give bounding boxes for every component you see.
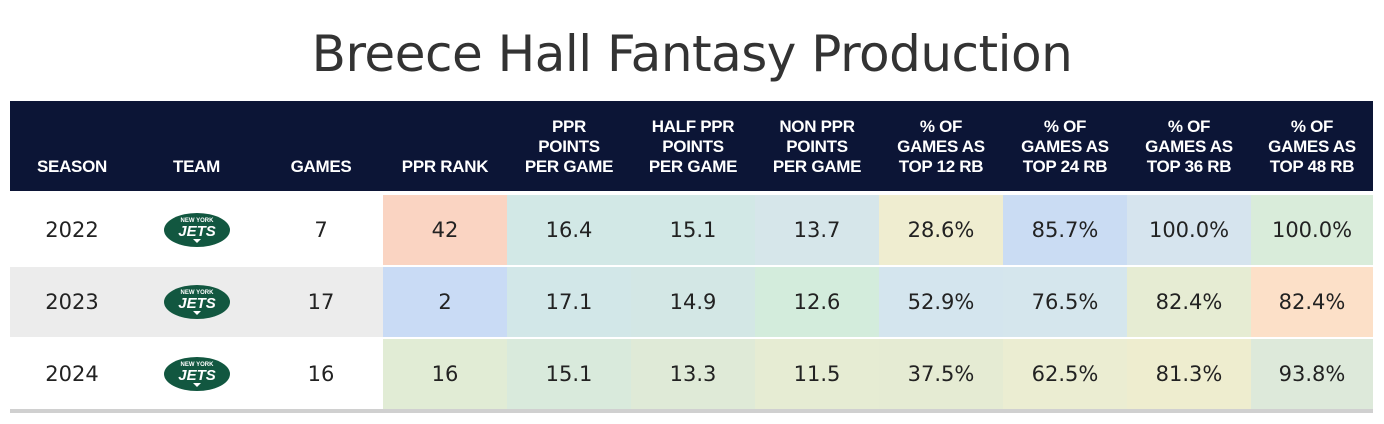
header-label-line: POINTS bbox=[662, 137, 724, 156]
cell-top12: 28.6% bbox=[879, 193, 1003, 266]
cell-half: 14.9 bbox=[631, 266, 755, 338]
logo-line-2: JETS bbox=[178, 223, 216, 240]
header-label-line: % OF bbox=[1290, 117, 1334, 136]
cell-top48: 93.8% bbox=[1251, 338, 1373, 411]
cell-non: 11.5 bbox=[755, 338, 879, 411]
header-half-ppr-points-per-game: HALF PPR POINTS PER GAME bbox=[631, 101, 755, 193]
cell-top48: 82.4% bbox=[1251, 266, 1373, 338]
logo-line-1: NEW YORK bbox=[180, 290, 214, 296]
logo-line-1: NEW YORK bbox=[180, 362, 214, 368]
header-label-line: PER GAME bbox=[772, 157, 862, 176]
header-pct-top-36-rb: % OF GAMES AS TOP 36 RB bbox=[1127, 101, 1251, 193]
cell-top12: 37.5% bbox=[879, 338, 1003, 411]
header-label-line: TEAM bbox=[173, 157, 220, 176]
cell-half: 15.1 bbox=[631, 193, 755, 266]
fantasy-production-table: SEASON TEAM GAMES PPR RANK PPR POINTS PER GAME… bbox=[10, 101, 1373, 413]
cell-top48: 100.0% bbox=[1251, 193, 1373, 266]
table-row: 2023 NEW YORK JETS 17 2 17.1 14.9 12.6 52.9% 76.5… bbox=[10, 266, 1373, 338]
header-label-line: GAMES bbox=[290, 157, 352, 176]
cell-team: NEW YORK JETS bbox=[134, 338, 259, 411]
header-games: GAMES bbox=[259, 101, 383, 193]
cell-games: 17 bbox=[259, 266, 383, 338]
cell-ppr-rank: 16 bbox=[383, 338, 507, 411]
cell-top12: 52.9% bbox=[879, 266, 1003, 338]
header-pct-top-12-rb: % OF GAMES AS TOP 12 RB bbox=[879, 101, 1003, 193]
logo-line-2: JETS bbox=[178, 367, 216, 384]
header-label-line: PER GAME bbox=[648, 157, 738, 176]
cell-ppr: 16.4 bbox=[507, 193, 631, 266]
cell-ppr-rank: 2 bbox=[383, 266, 507, 338]
header-pct-top-48-rb: % OF GAMES AS TOP 48 RB bbox=[1251, 101, 1373, 193]
header-label-line: GAMES AS bbox=[1021, 137, 1109, 156]
table-row: 2024 NEW YORK JETS 16 16 15.1 13.3 11.5 37.5% 62.… bbox=[10, 338, 1373, 411]
table-body: 2022 NEW YORK JETS 7 42 16.4 15.1 13.7 28.6% 85.7… bbox=[10, 193, 1373, 411]
cell-top36: 100.0% bbox=[1127, 193, 1251, 266]
logo-line-2: JETS bbox=[178, 295, 216, 312]
header-label-line: GAMES AS bbox=[1145, 137, 1233, 156]
header-label-line: POINTS bbox=[786, 137, 848, 156]
cell-games: 16 bbox=[307, 362, 335, 386]
header-ppr-points-per-game: PPR POINTS PER GAME bbox=[507, 101, 631, 193]
header-label-line: NON PPR bbox=[779, 117, 855, 136]
header-label-line: % OF bbox=[919, 117, 963, 136]
cell-ppr: 17.1 bbox=[507, 266, 631, 338]
cell-team: NEW YORK JETS bbox=[134, 266, 259, 338]
logo-line-1: NEW YORK bbox=[180, 218, 214, 224]
header-label-line: HALF PPR bbox=[651, 117, 735, 136]
header-label-line: SEASON bbox=[37, 157, 107, 176]
cell-top24: 76.5% bbox=[1003, 266, 1127, 338]
cell-top24: 85.7% bbox=[1003, 193, 1127, 266]
cell-season: 2024 bbox=[45, 362, 99, 386]
cell-ppr-rank: 42 bbox=[383, 193, 507, 266]
cell-games: 7 bbox=[314, 218, 328, 242]
table-row: 2022 NEW YORK JETS 7 42 16.4 15.1 13.7 28.6% 85.7… bbox=[10, 193, 1373, 266]
header-ppr-rank: PPR RANK bbox=[383, 101, 507, 193]
header-label-line: PPR RANK bbox=[401, 157, 489, 176]
header-label-line: PER GAME bbox=[524, 157, 614, 176]
cell-non: 12.6 bbox=[755, 266, 879, 338]
header-label-line: GAMES AS bbox=[1268, 137, 1356, 156]
header-season: SEASON bbox=[10, 101, 134, 193]
cell-half: 13.3 bbox=[631, 338, 755, 411]
cell-top36: 81.3% bbox=[1127, 338, 1251, 411]
cell-top24: 62.5% bbox=[1003, 338, 1127, 411]
cell-team: NEW YORK JETS bbox=[134, 193, 259, 266]
header-label-line: GAMES AS bbox=[897, 137, 985, 156]
header-label-line: TOP 48 RB bbox=[1269, 157, 1355, 176]
header-label-line: % OF bbox=[1043, 117, 1087, 136]
header-label-line: TOP 24 RB bbox=[1022, 157, 1108, 176]
page-title: Breece Hall Fantasy Production bbox=[311, 25, 1073, 83]
header-non-ppr-points-per-game: NON PPR POINTS PER GAME bbox=[755, 101, 879, 193]
cell-season: 2022 bbox=[45, 218, 99, 242]
cell-season: 2023 bbox=[10, 266, 134, 338]
header-team: TEAM bbox=[134, 101, 259, 193]
header-label-line: % OF bbox=[1167, 117, 1211, 136]
header-pct-top-24-rb: % OF GAMES AS TOP 24 RB bbox=[1003, 101, 1127, 193]
header-label-line: POINTS bbox=[538, 137, 600, 156]
cell-ppr: 15.1 bbox=[507, 338, 631, 411]
header-label-line: TOP 12 RB bbox=[898, 157, 984, 176]
cell-non: 13.7 bbox=[755, 193, 879, 266]
header-row: SEASON TEAM GAMES PPR RANK PPR POINTS PER GAME… bbox=[10, 101, 1373, 193]
header-label-line: TOP 36 RB bbox=[1146, 157, 1232, 176]
cell-top36: 82.4% bbox=[1127, 266, 1251, 338]
header-label-line: PPR bbox=[551, 117, 587, 136]
